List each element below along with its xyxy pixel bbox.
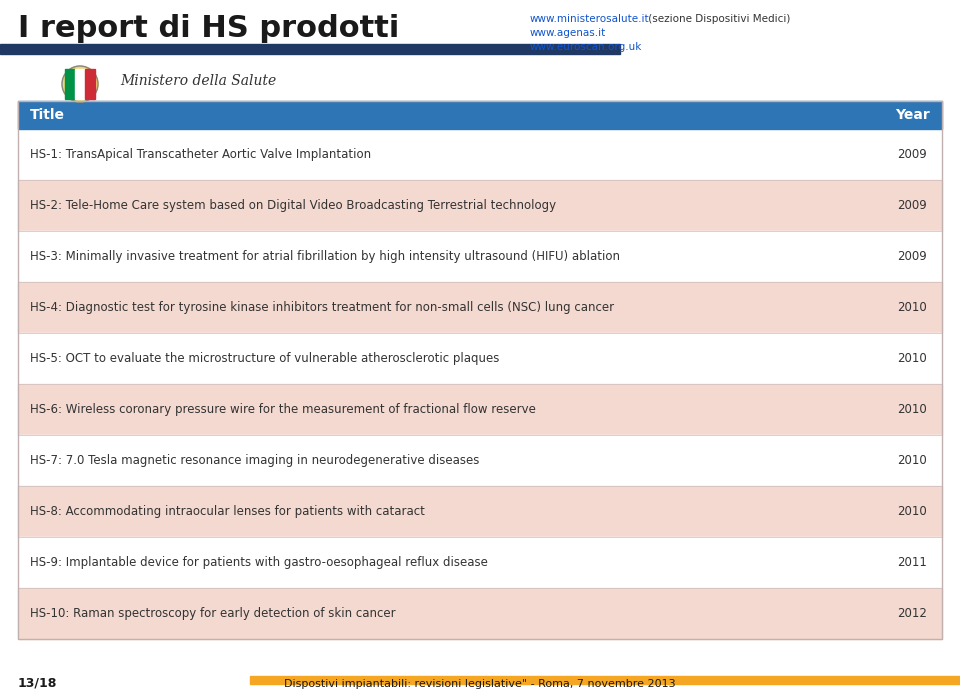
Text: 2010: 2010: [898, 505, 926, 518]
Bar: [18, 101, 942, 639]
Text: Ministero della Salute: Ministero della Salute: [120, 74, 276, 88]
Text: 2010: 2010: [898, 301, 926, 314]
Bar: [0, 44, 620, 54]
Text: 2010: 2010: [898, 454, 926, 467]
Bar: [18, 129, 942, 180]
Text: HS-8: Accommodating intraocular lenses for patients with cataract: HS-8: Accommodating intraocular lenses f…: [30, 505, 425, 518]
Bar: [18, 588, 942, 639]
Text: HS-5: OCT to evaluate the microstructure of vulnerable atherosclerotic plaques: HS-5: OCT to evaluate the microstructure…: [30, 352, 499, 365]
Text: www.ministerosalute.it: www.ministerosalute.it: [530, 14, 650, 24]
Text: HS-3: Minimally invasive treatment for atrial fibrillation by high intensity ult: HS-3: Minimally invasive treatment for a…: [30, 250, 620, 263]
Bar: [85, 69, 95, 99]
Bar: [18, 384, 942, 435]
Text: Year: Year: [895, 108, 929, 122]
Text: 2010: 2010: [898, 352, 926, 365]
Text: (sezione Dispositivi Medici): (sezione Dispositivi Medici): [645, 14, 790, 24]
Bar: [65, 69, 75, 99]
Text: www.agenas.it: www.agenas.it: [530, 28, 607, 38]
Circle shape: [62, 66, 98, 102]
Text: Title: Title: [30, 108, 65, 122]
Text: HS-7: 7.0 Tesla magnetic resonance imaging in neurodegenerative diseases: HS-7: 7.0 Tesla magnetic resonance imagi…: [30, 454, 479, 467]
Text: 2009: 2009: [898, 250, 926, 263]
Text: HS-4: Diagnostic test for tyrosine kinase inhibitors treatment for non-small cel: HS-4: Diagnostic test for tyrosine kinas…: [30, 301, 614, 314]
Text: HS-10: Raman spectroscopy for early detection of skin cancer: HS-10: Raman spectroscopy for early dete…: [30, 607, 396, 620]
Bar: [18, 231, 942, 282]
Bar: [18, 486, 942, 537]
Bar: [18, 435, 942, 486]
Text: 2009: 2009: [898, 199, 926, 212]
Text: 2010: 2010: [898, 403, 926, 416]
Text: Dispostivi impiantabili: revisioni legislative" - Roma, 7 novembre 2013: Dispostivi impiantabili: revisioni legis…: [284, 679, 676, 689]
Text: HS-6: Wireless coronary pressure wire for the measurement of fractional flow res: HS-6: Wireless coronary pressure wire fo…: [30, 403, 536, 416]
Text: www.euroscan.org.uk: www.euroscan.org.uk: [530, 42, 642, 52]
Bar: [18, 282, 942, 333]
Bar: [18, 101, 942, 129]
Bar: [18, 180, 942, 231]
Bar: [75, 69, 85, 99]
Text: 2012: 2012: [897, 607, 927, 620]
Text: I report di HS prodotti: I report di HS prodotti: [18, 14, 399, 43]
Bar: [18, 333, 942, 384]
Text: 13/18: 13/18: [18, 676, 58, 689]
Bar: [18, 537, 942, 588]
Bar: [250, 676, 960, 684]
Text: HS-1: TransApical Transcatheter Aortic Valve Implantation: HS-1: TransApical Transcatheter Aortic V…: [30, 148, 372, 161]
Text: HS-9: Implantable device for patients with gastro-oesophageal reflux disease: HS-9: Implantable device for patients wi…: [30, 556, 488, 569]
Text: HS-2: Tele-Home Care system based on Digital Video Broadcasting Terrestrial tech: HS-2: Tele-Home Care system based on Dig…: [30, 199, 556, 212]
Text: 2009: 2009: [898, 148, 926, 161]
Text: 2011: 2011: [897, 556, 927, 569]
